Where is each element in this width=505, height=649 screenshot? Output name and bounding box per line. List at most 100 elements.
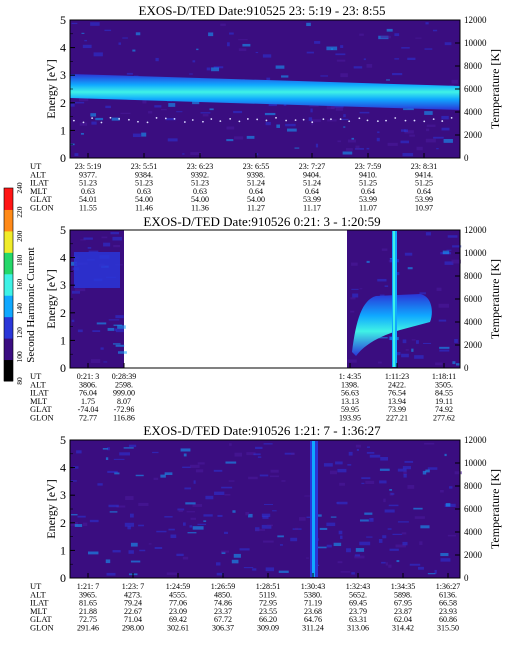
texture-mark [320, 75, 328, 77]
texture-mark [334, 105, 344, 108]
y2-tick-label: 12000 [464, 225, 487, 235]
texture-mark [246, 452, 256, 456]
texture-mark [413, 507, 423, 510]
texture-mark [203, 514, 213, 517]
orbit-row-label: MLT [30, 606, 48, 616]
orbit-cell: 6136. [439, 590, 457, 599]
texture-mark [287, 128, 297, 132]
temperature-point [330, 118, 332, 121]
orbit-cell: 1:24:59 [166, 582, 190, 591]
texture-mark [422, 470, 427, 475]
texture-mark [378, 538, 383, 543]
texture-mark [74, 288, 86, 292]
texture-mark [405, 349, 409, 351]
texture-mark [446, 249, 452, 251]
texture-mark [238, 39, 248, 41]
colorbar-tick-label: 80 [15, 377, 24, 385]
texture-mark [190, 517, 197, 520]
texture-mark [262, 515, 269, 519]
texture-mark [116, 505, 126, 508]
texture-mark [106, 572, 116, 576]
texture-mark [220, 23, 226, 26]
y2-tick-label: 4000 [464, 317, 483, 327]
orbit-cell: 23.87 [394, 607, 412, 616]
orbit-table: UT 1:21: 7 1:23: 7 1:24:59 1:26:59 1:28:51 1:3… [30, 573, 460, 633]
texture-mark [401, 532, 407, 535]
orbit-row-label: MLT [30, 396, 48, 406]
texture-mark [426, 128, 430, 132]
texture-mark [359, 111, 370, 114]
texture-mark [351, 262, 358, 266]
y-axis-label: Energy [eV] [44, 59, 58, 118]
orbit-cell: 1.75 [81, 397, 95, 406]
texture-mark [95, 117, 104, 121]
temperature-point [210, 118, 213, 120]
y2-tick-label: 4000 [464, 107, 483, 117]
y-tick-label: 2 [60, 516, 66, 530]
texture-mark [366, 446, 370, 448]
orbit-row-label: UT [30, 581, 42, 591]
texture-mark [270, 469, 279, 473]
texture-mark [255, 153, 259, 156]
texture-mark [257, 456, 262, 458]
texture-mark [264, 503, 273, 505]
orbit-cell: 1:21: 7 [77, 582, 99, 591]
texture-mark [335, 461, 343, 465]
texture-mark [447, 235, 458, 238]
orbit-cell: 59.95 [341, 405, 359, 414]
texture-mark [192, 60, 196, 63]
temperature-point [164, 117, 167, 120]
temperature-point [238, 120, 241, 123]
texture-mark [353, 66, 363, 69]
texture-mark [426, 124, 436, 127]
temperature-point [311, 121, 314, 124]
texture-mark [351, 137, 355, 140]
texture-mark [363, 58, 366, 61]
texture-mark [377, 131, 380, 134]
y-tick-label: 0 [60, 361, 66, 375]
texture-mark [186, 511, 195, 513]
orbit-cell: 1:23: 7 [122, 582, 144, 591]
texture-mark [71, 319, 75, 323]
texture-mark [76, 450, 82, 454]
texture-mark [306, 557, 309, 559]
texture-mark [402, 466, 411, 470]
texture-mark [438, 319, 447, 322]
texture-mark [423, 342, 432, 345]
texture-mark [255, 528, 266, 531]
orbit-cell: 77.06 [169, 599, 187, 608]
orbit-cell: 8.07 [117, 397, 131, 406]
orbit-cell: 72.77 [79, 414, 97, 423]
orbit-cell: 313.06 [347, 624, 369, 633]
orbit-cell: 54.00 [247, 195, 265, 204]
orbit-cell: 1:34:35 [391, 582, 415, 591]
texture-mark [317, 546, 327, 549]
texture-mark [347, 359, 357, 363]
texture-mark [359, 519, 369, 522]
texture-mark [103, 242, 111, 247]
orbit-row-label: UT [30, 371, 42, 381]
texture-mark [355, 444, 361, 448]
texture-mark [113, 324, 123, 326]
texture-mark [281, 75, 289, 78]
texture-mark [366, 260, 370, 263]
orbit-cell: 13.13 [341, 397, 359, 406]
texture-mark [395, 544, 406, 548]
texture-mark [185, 502, 196, 505]
texture-mark [396, 560, 400, 563]
texture-mark [233, 110, 243, 114]
orbit-row-label: ALT [30, 169, 47, 179]
orbit-cell: 23: 5:19 [75, 162, 101, 171]
texture-mark [107, 447, 110, 451]
y-tick-label: 5 [60, 433, 66, 447]
y2-tick-label: 2000 [464, 550, 483, 560]
texture-mark [419, 541, 423, 545]
orbit-cell: 9398. [247, 170, 265, 179]
texture-mark [343, 126, 346, 128]
texture-mark [304, 495, 311, 497]
texture-mark [388, 504, 399, 507]
texture-mark [294, 147, 300, 149]
texture-mark [259, 474, 269, 477]
texture-mark [115, 315, 124, 319]
texture-mark [400, 140, 409, 144]
